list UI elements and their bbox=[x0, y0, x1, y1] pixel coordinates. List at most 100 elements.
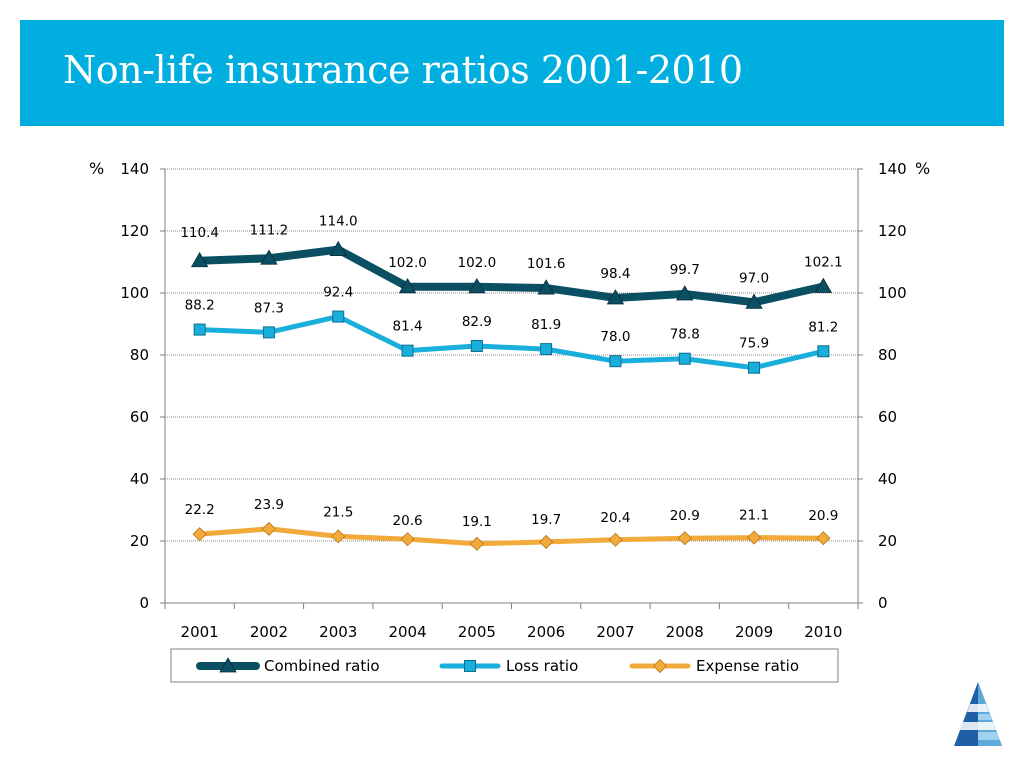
y-left-tick-label: 100 bbox=[120, 284, 149, 302]
pyramid-logo-icon bbox=[954, 682, 1002, 746]
data-label: 19.7 bbox=[531, 512, 561, 528]
y-right-tick-label: 40 bbox=[878, 470, 897, 488]
data-label: 75.9 bbox=[739, 336, 769, 352]
y-left-tick-label: 20 bbox=[130, 532, 149, 550]
data-point-marker bbox=[261, 521, 277, 536]
data-point-marker bbox=[676, 285, 694, 301]
data-label: 19.1 bbox=[462, 514, 492, 530]
data-label: 87.3 bbox=[254, 300, 284, 316]
y-left-tick-label: 80 bbox=[130, 346, 149, 364]
y-left-tick-label: 60 bbox=[130, 408, 149, 426]
x-tick-label: 2009 bbox=[735, 623, 773, 641]
data-label: 78.0 bbox=[600, 329, 630, 345]
data-label: 99.7 bbox=[670, 262, 700, 278]
data-point-marker bbox=[539, 534, 554, 549]
data-label: 111.2 bbox=[250, 222, 289, 238]
y-left-tick-label: 0 bbox=[139, 594, 149, 612]
data-label: 21.1 bbox=[739, 508, 769, 524]
data-point-marker bbox=[609, 355, 622, 368]
data-point-marker bbox=[260, 249, 278, 265]
series-line-1 bbox=[197, 314, 826, 371]
y-right-tick-label: 140 bbox=[878, 160, 907, 178]
data-label: 102.0 bbox=[388, 255, 427, 271]
data-point-marker bbox=[190, 251, 209, 268]
page-title: Non-life insurance ratios 2001-2010 bbox=[63, 48, 743, 92]
legend-label: Loss ratio bbox=[506, 657, 578, 675]
title-banner: Non-life insurance ratios 2001-2010 bbox=[20, 20, 1004, 126]
data-point-marker bbox=[814, 277, 833, 293]
data-point-marker bbox=[193, 323, 206, 336]
data-point-marker bbox=[400, 532, 415, 547]
data-point-marker bbox=[748, 361, 761, 374]
legend-label: Expense ratio bbox=[696, 657, 799, 675]
x-tick-label: 2010 bbox=[804, 623, 842, 641]
data-point-marker bbox=[608, 532, 623, 547]
data-label: 92.4 bbox=[323, 285, 353, 301]
data-point-marker bbox=[677, 531, 692, 546]
y-right-unit-label: % bbox=[915, 159, 930, 178]
data-label: 102.1 bbox=[804, 254, 843, 270]
data-point-marker bbox=[817, 345, 830, 358]
y-right-tick-label: 60 bbox=[878, 408, 897, 426]
data-label: 23.9 bbox=[254, 497, 284, 513]
data-label: 98.4 bbox=[600, 266, 630, 282]
data-point-marker bbox=[401, 344, 414, 357]
y-left-tick-label: 140 bbox=[120, 160, 149, 178]
data-label: 22.2 bbox=[185, 502, 215, 518]
y-left-tick-label: 120 bbox=[120, 222, 149, 240]
data-point-marker bbox=[192, 527, 207, 542]
data-point-marker bbox=[540, 343, 553, 356]
axes: 0 0 20 20 40 40 60 60 80 80 100 100 120 120 140 140% % 20… bbox=[89, 159, 930, 641]
legend-box bbox=[170, 648, 839, 683]
y-right-tick-label: 0 bbox=[878, 594, 888, 612]
data-label: 20.9 bbox=[670, 508, 700, 524]
y-right-tick-label: 120 bbox=[878, 222, 907, 240]
data-label: 97.0 bbox=[739, 270, 769, 286]
data-label: 82.9 bbox=[462, 314, 492, 330]
x-tick-label: 2002 bbox=[250, 623, 288, 641]
data-point-marker bbox=[537, 279, 555, 295]
y-right-tick-label: 20 bbox=[878, 532, 897, 550]
data-point-marker bbox=[745, 293, 763, 309]
data-point-marker bbox=[470, 340, 483, 353]
legend-swatch-marker bbox=[652, 658, 668, 674]
x-tick-label: 2007 bbox=[596, 623, 634, 641]
data-point-marker bbox=[332, 310, 345, 323]
data-point-marker bbox=[606, 289, 625, 305]
y-right-tick-label: 100 bbox=[878, 284, 907, 302]
x-tick-label: 2008 bbox=[666, 623, 704, 641]
data-point-marker bbox=[331, 529, 346, 544]
legend-swatch-marker bbox=[219, 657, 237, 673]
data-label: 78.8 bbox=[670, 327, 700, 343]
x-tick-label: 2004 bbox=[388, 623, 426, 641]
x-tick-label: 2005 bbox=[458, 623, 496, 641]
legend-label: Combined ratio bbox=[264, 657, 380, 675]
y-right-tick-label: 80 bbox=[878, 346, 897, 364]
y-left-unit-label: % bbox=[89, 159, 104, 178]
data-label: 81.9 bbox=[531, 317, 561, 333]
x-tick-label: 2001 bbox=[181, 623, 219, 641]
data-label: 81.4 bbox=[393, 319, 423, 335]
data-point-marker bbox=[329, 240, 347, 257]
data-point-marker bbox=[398, 277, 417, 294]
data-point-marker bbox=[468, 277, 486, 294]
legend-swatch-marker bbox=[464, 660, 476, 672]
data-point-marker bbox=[262, 326, 275, 339]
data-label: 21.5 bbox=[323, 504, 353, 520]
series-lines bbox=[190, 240, 833, 551]
data-point-marker bbox=[678, 352, 691, 365]
data-point-marker bbox=[816, 531, 831, 546]
legend: Combined ratio Loss ratio Expense ratio bbox=[170, 648, 839, 683]
x-tick-label: 2003 bbox=[319, 623, 357, 641]
data-label: 114.0 bbox=[319, 214, 358, 230]
series-line-2 bbox=[197, 526, 826, 547]
x-tick-label: 2006 bbox=[527, 623, 565, 641]
series-line-0 bbox=[195, 245, 828, 307]
data-label: 101.6 bbox=[527, 256, 566, 272]
data-point-marker bbox=[746, 530, 762, 545]
data-label: 20.9 bbox=[808, 508, 838, 524]
y-left-tick-label: 40 bbox=[130, 470, 149, 488]
data-label: 110.4 bbox=[180, 225, 219, 241]
data-label: 20.6 bbox=[393, 513, 423, 529]
